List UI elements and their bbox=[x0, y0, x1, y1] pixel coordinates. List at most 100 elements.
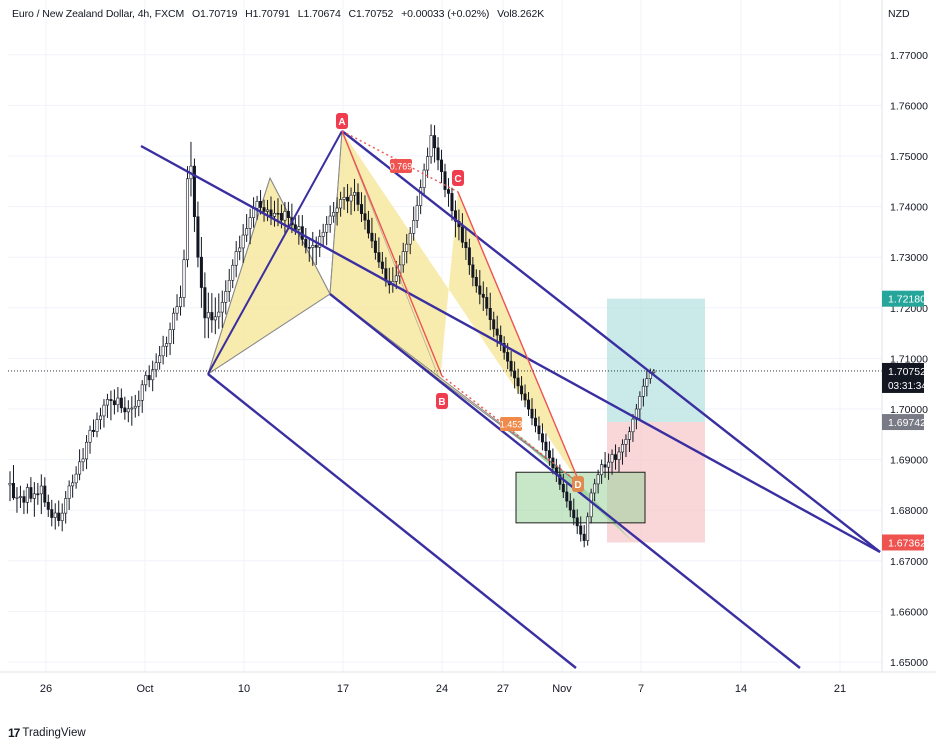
candle bbox=[495, 328, 499, 336]
candle bbox=[105, 399, 109, 406]
pattern-point-label: A bbox=[338, 117, 345, 128]
candle bbox=[224, 291, 228, 303]
candle bbox=[269, 209, 273, 217]
price-axis[interactable]: 1.770001.760001.750001.740001.730001.720… bbox=[881, 0, 928, 672]
candle bbox=[151, 369, 155, 381]
candle bbox=[488, 308, 492, 320]
price-tag bbox=[882, 362, 924, 393]
candle bbox=[53, 512, 57, 518]
candle bbox=[506, 352, 510, 362]
time-tick-label: 10 bbox=[238, 683, 250, 695]
channel-line bbox=[207, 373, 577, 669]
pattern-overlays bbox=[207, 130, 705, 543]
candle bbox=[102, 404, 106, 417]
candle bbox=[332, 212, 336, 217]
candle bbox=[210, 312, 214, 321]
candle bbox=[283, 211, 287, 221]
currency-label[interactable]: NZD bbox=[888, 8, 910, 20]
candle bbox=[645, 378, 649, 387]
candle bbox=[533, 417, 537, 427]
candle bbox=[572, 509, 576, 519]
drawing-overlays: 0.769 1.453 A B C D bbox=[8, 113, 882, 669]
candle bbox=[405, 243, 409, 252]
candle bbox=[11, 483, 15, 499]
candle bbox=[85, 441, 89, 460]
candle bbox=[116, 397, 120, 406]
candle bbox=[481, 293, 485, 298]
candle bbox=[467, 247, 471, 266]
price-tick-label: 1.73000 bbox=[890, 252, 928, 264]
pattern-point-label: D bbox=[574, 480, 581, 491]
candle bbox=[325, 224, 329, 233]
candle bbox=[98, 415, 102, 420]
candle bbox=[279, 213, 283, 221]
candle bbox=[638, 396, 642, 410]
price-tags: 1.72180 1.70752 03:31:34 1.69742 1.67362 bbox=[882, 290, 927, 551]
candle bbox=[547, 450, 551, 459]
candle bbox=[227, 279, 231, 292]
ohlc-open: O1.70719 bbox=[191, 8, 238, 20]
candle bbox=[81, 458, 85, 463]
candle bbox=[415, 205, 419, 221]
candle bbox=[18, 496, 22, 498]
candle bbox=[366, 219, 370, 234]
candle bbox=[478, 285, 482, 295]
ratio-label: 0.769 bbox=[390, 162, 413, 172]
candle bbox=[266, 209, 270, 212]
candle bbox=[446, 189, 450, 194]
candle bbox=[39, 485, 43, 495]
candle bbox=[485, 297, 489, 309]
candle bbox=[582, 533, 586, 541]
symbol-title[interactable]: Euro / New Zealand Dollar, 4h, FXCM bbox=[12, 8, 185, 20]
candle bbox=[50, 509, 54, 518]
candle bbox=[600, 464, 604, 476]
candle bbox=[586, 516, 590, 541]
price-chart[interactable]: 0.769 1.453 A B C D 1.77000 1.76000 1.75000 1.74… bbox=[0, 0, 936, 712]
candle bbox=[593, 483, 597, 494]
time-tick-label: Oct bbox=[136, 683, 153, 695]
candle bbox=[217, 311, 221, 318]
candle bbox=[238, 247, 242, 252]
candle bbox=[32, 493, 36, 499]
candle bbox=[213, 316, 217, 321]
candle bbox=[627, 431, 631, 440]
candle bbox=[144, 375, 148, 386]
candle bbox=[234, 251, 238, 266]
grid bbox=[8, 0, 882, 672]
candle bbox=[231, 264, 235, 281]
candle bbox=[513, 370, 517, 379]
tradingview-name: TradingView bbox=[22, 727, 86, 739]
candle bbox=[112, 400, 116, 406]
candle bbox=[46, 501, 50, 510]
bcd-fill-2 bbox=[342, 131, 580, 484]
candle bbox=[460, 226, 464, 243]
candle bbox=[394, 275, 398, 282]
candle bbox=[140, 384, 144, 401]
candle bbox=[565, 491, 569, 502]
candle bbox=[561, 483, 565, 493]
time-axis[interactable]: 26 Oct 10 17 24 27 Nov 7 14 21 bbox=[0, 671, 936, 695]
price-tag-value: 1.70752 bbox=[888, 366, 926, 378]
candle bbox=[196, 216, 200, 258]
chart-area[interactable]: 0.769 1.453 A B C D 1.77000 1.76000 1.75000 1.74… bbox=[0, 0, 936, 712]
candle bbox=[57, 512, 61, 521]
candle bbox=[36, 493, 40, 496]
pattern-point-marker bbox=[452, 170, 464, 186]
ratio-label-bg bbox=[390, 159, 412, 173]
candle bbox=[259, 201, 263, 208]
tradingview-branding[interactable]: 17 TradingView bbox=[8, 724, 86, 742]
candle bbox=[631, 418, 635, 433]
candle bbox=[356, 192, 360, 205]
price-tag-countdown: 03:31:34 bbox=[888, 381, 927, 392]
price-tick-label: 1.71000 bbox=[890, 353, 928, 365]
candle bbox=[328, 215, 332, 225]
candle bbox=[318, 236, 322, 248]
candle bbox=[71, 482, 75, 487]
time-tick-label: Nov bbox=[552, 683, 572, 695]
candle bbox=[64, 498, 68, 514]
ohlc-high: H1.70791 bbox=[245, 8, 290, 20]
pattern-point-marker bbox=[572, 476, 584, 492]
candle bbox=[440, 159, 444, 172]
candle bbox=[558, 474, 562, 485]
price-tag bbox=[882, 290, 924, 307]
